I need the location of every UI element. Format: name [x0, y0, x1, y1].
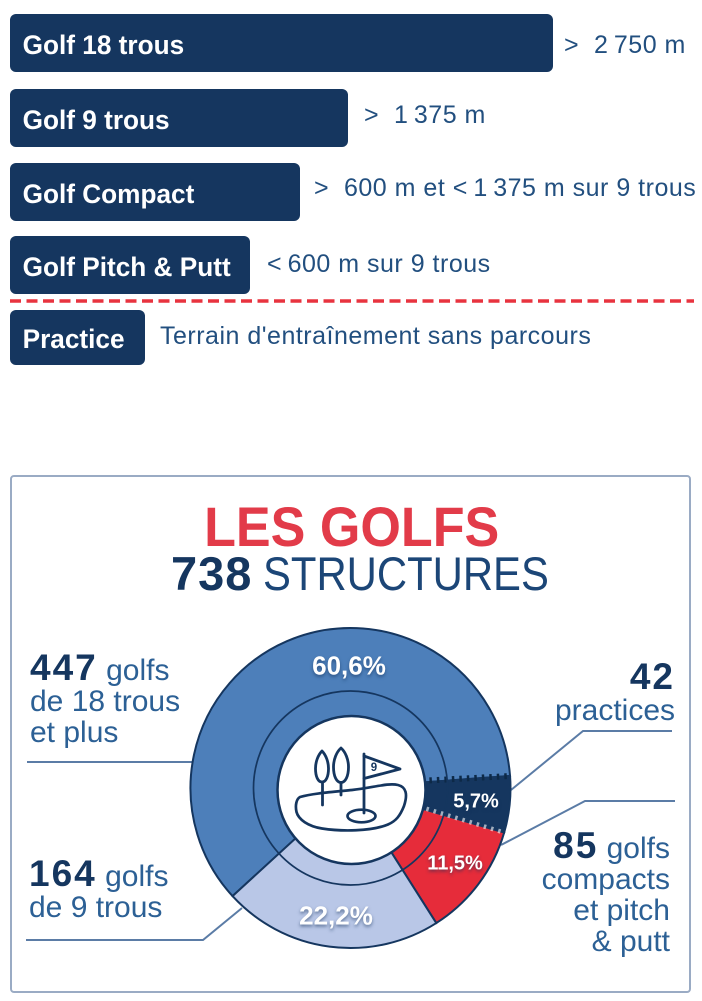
svg-text:9: 9: [371, 762, 377, 774]
